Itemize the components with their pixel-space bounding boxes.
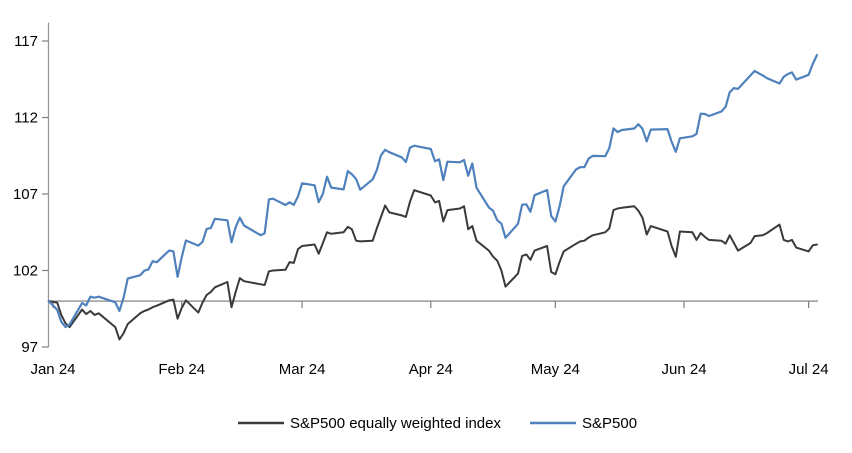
y-tick-label-102: 102 bbox=[13, 263, 38, 280]
series-group bbox=[47, 53, 819, 341]
y-tick-label-117: 117 bbox=[14, 33, 38, 50]
y-tick-label-112: 112 bbox=[14, 110, 38, 127]
x-tick-label-Jan 24: Jan 24 bbox=[30, 361, 75, 378]
x-tick-label-Jul 24: Jul 24 bbox=[789, 361, 829, 378]
x-tick-label-May 24: May 24 bbox=[531, 361, 580, 378]
x-tick-label-Jun 24: Jun 24 bbox=[662, 361, 707, 378]
y-tick-label-97: 97 bbox=[21, 339, 38, 356]
x-tick-label-Apr 24: Apr 24 bbox=[409, 361, 453, 378]
axes-group: 97 102 107 112 117 Jan 24 Feb 24 Mar 24 Apr 24 Ma… bbox=[13, 22, 829, 378]
equal-weight-series-line bbox=[47, 189, 818, 341]
legend-label-equal-weight-index: S&P500 equally weighted index bbox=[290, 415, 501, 432]
legend-label-sp500: S&P500 bbox=[582, 415, 637, 432]
sp500-series-line bbox=[47, 53, 819, 329]
x-tick-label-Feb 24: Feb 24 bbox=[158, 361, 205, 378]
chart-legend: S&P500 equally weighted index S&P500 bbox=[238, 415, 637, 432]
y-tick-label-107: 107 bbox=[13, 186, 38, 203]
x-tick-label-Mar 24: Mar 24 bbox=[279, 361, 326, 378]
